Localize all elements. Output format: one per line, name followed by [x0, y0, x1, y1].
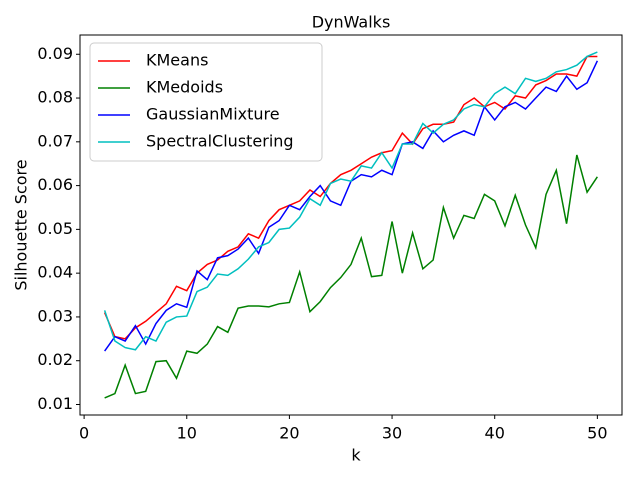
y-tick-label: 0.02: [37, 350, 73, 369]
x-tick-label: 40: [485, 424, 505, 443]
legend-label: SpectralClustering: [146, 132, 294, 151]
legend-box: [89, 42, 323, 162]
x-axis-label: k: [351, 446, 361, 465]
series-line: [103, 55, 598, 340]
series-line: [103, 51, 598, 351]
x-tick-label: 0: [79, 424, 89, 443]
x-tick-label: 30: [382, 424, 402, 443]
y-tick-label: 0.08: [37, 88, 73, 107]
series-line: [104, 154, 598, 399]
x-tick-label: 10: [177, 424, 197, 443]
legend-label: KMedoids: [146, 78, 223, 97]
y-tick-label: 0.03: [37, 306, 73, 325]
plot-frame: [79, 34, 623, 416]
y-axis-label: Silhouette Score: [12, 159, 31, 290]
y-tick-label: 0.07: [37, 131, 73, 150]
y-tick-label: 0.01: [37, 394, 73, 413]
legend-label: GaussianMixture: [146, 105, 280, 124]
y-tick-label: 0.06: [37, 175, 73, 194]
y-tick-label: 0.05: [37, 219, 73, 238]
y-tick-label: 0.09: [37, 44, 73, 63]
x-tick-label: 50: [587, 424, 607, 443]
legend-label: KMeans: [146, 51, 208, 70]
y-tick-label: 0.04: [37, 263, 73, 282]
x-tick-label: 20: [279, 424, 299, 443]
chart-title: DynWalks: [312, 13, 391, 32]
